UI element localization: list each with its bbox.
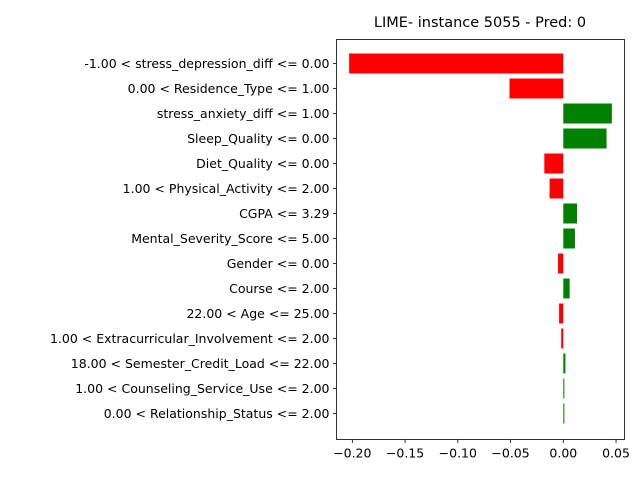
bar bbox=[509, 78, 564, 99]
y-tick-label: Mental_Severity_Score <= 5.00 bbox=[131, 231, 329, 246]
bar bbox=[544, 153, 564, 174]
bar bbox=[563, 353, 566, 374]
y-tick-labels: -1.00 < stress_depression_diff <= 0.00 0.… bbox=[50, 56, 337, 421]
y-tick-label: CGPA <= 3.29 bbox=[239, 206, 329, 221]
y-tick-label: Sleep_Quality <= 0.00 bbox=[187, 131, 329, 146]
y-tick-label: 1.00 < Counseling_Service_Use <= 2.00 bbox=[75, 381, 329, 396]
x-tick-label: −0.10 bbox=[439, 446, 477, 461]
y-tick-label: stress_anxiety_diff <= 1.00 bbox=[157, 106, 330, 121]
bar bbox=[563, 228, 575, 249]
y-tick-label: 1.00 < Physical_Activity <= 2.00 bbox=[123, 181, 330, 196]
bars-group bbox=[349, 53, 612, 424]
bar bbox=[561, 328, 564, 349]
bar bbox=[563, 278, 570, 299]
plot-frame bbox=[336, 39, 625, 440]
bar bbox=[549, 178, 564, 199]
x-ticks: −0.20 −0.15 −0.10 −0.05 0.00 0.05 bbox=[333, 439, 630, 461]
y-tick-label: Gender <= 0.00 bbox=[227, 256, 330, 271]
y-tick-label: 0.00 < Relationship_Status <= 2.00 bbox=[104, 406, 330, 421]
x-tick-label: 0.05 bbox=[602, 446, 630, 461]
y-tick-label: Diet_Quality <= 0.00 bbox=[196, 156, 329, 171]
bar bbox=[563, 403, 565, 424]
bar bbox=[563, 203, 578, 224]
y-tick-label: 1.00 < Extracurricular_Involvement <= 2.… bbox=[50, 331, 330, 346]
y-tick-label: Course <= 2.00 bbox=[229, 281, 329, 296]
chart-title: LIME- instance 5055 - Pred: 0 bbox=[374, 15, 586, 31]
bar bbox=[563, 128, 607, 149]
bar bbox=[558, 253, 564, 274]
x-tick-label: 0.00 bbox=[549, 446, 577, 461]
x-tick-label: −0.20 bbox=[333, 446, 371, 461]
y-tick-label: 22.00 < Age <= 25.00 bbox=[186, 306, 329, 321]
bar bbox=[563, 378, 565, 399]
y-tick-label: -1.00 < stress_depression_diff <= 0.00 bbox=[84, 56, 329, 71]
y-tick-label: 0.00 < Residence_Type <= 1.00 bbox=[128, 81, 330, 96]
x-tick-label: −0.15 bbox=[386, 446, 424, 461]
bar bbox=[559, 303, 564, 324]
bar bbox=[349, 53, 564, 74]
x-tick-label: −0.05 bbox=[491, 446, 529, 461]
bar bbox=[563, 103, 612, 124]
y-tick-label: 18.00 < Semester_Credit_Load <= 22.00 bbox=[71, 356, 330, 371]
